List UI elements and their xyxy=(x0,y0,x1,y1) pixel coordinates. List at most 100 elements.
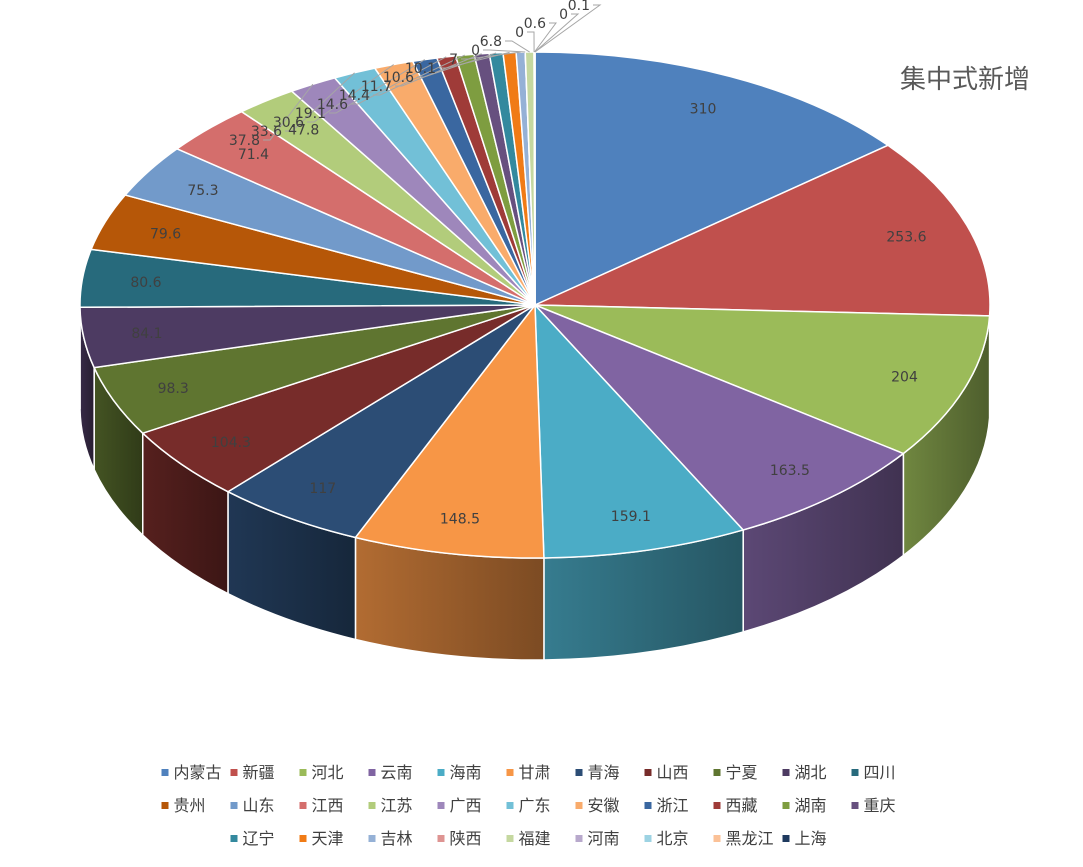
legend-item-17[interactable]: 安徽 xyxy=(575,796,620,815)
legend-label-21: 重庆 xyxy=(864,796,896,815)
legend-item-8[interactable]: 宁夏 xyxy=(713,763,758,782)
legend-item-11[interactable]: 贵州 xyxy=(161,796,206,815)
legend-swatch-24 xyxy=(368,835,376,842)
data-label-12: 75.3 xyxy=(187,183,218,199)
leader-line-24 xyxy=(461,51,521,60)
leader-line-27 xyxy=(527,31,535,53)
legend-swatch-25 xyxy=(437,835,445,842)
legend-item-20[interactable]: 湖南 xyxy=(782,796,827,815)
legend-item-14[interactable]: 江苏 xyxy=(368,796,413,815)
legend-label-28: 北京 xyxy=(657,829,689,848)
legend-item-12[interactable]: 山东 xyxy=(230,796,275,815)
legend-item-29[interactable]: 黑龙江 xyxy=(713,829,774,848)
legend-item-22[interactable]: 辽宁 xyxy=(230,829,275,848)
data-label-6: 117 xyxy=(309,481,336,497)
data-label-15: 37.8 xyxy=(229,133,260,149)
legend-item-28[interactable]: 北京 xyxy=(644,829,689,848)
data-label-21: 11.7 xyxy=(361,79,392,95)
legend-item-23[interactable]: 天津 xyxy=(299,829,344,848)
data-label-3: 163.5 xyxy=(770,463,810,479)
legend-swatch-26 xyxy=(506,835,514,842)
legend-item-18[interactable]: 浙江 xyxy=(644,796,689,815)
legend-swatch-9 xyxy=(782,769,790,776)
legend-label-29: 黑龙江 xyxy=(726,829,774,848)
legend-item-21[interactable]: 重庆 xyxy=(851,796,896,815)
legend-label-13: 江西 xyxy=(312,796,344,815)
pie-slices xyxy=(79,51,991,559)
legend-label-30: 上海 xyxy=(795,829,827,848)
legend-item-24[interactable]: 吉林 xyxy=(368,829,413,848)
legend-item-30[interactable]: 上海 xyxy=(782,829,827,848)
data-label-9: 84.1 xyxy=(131,326,162,342)
legend-swatch-14 xyxy=(368,802,376,809)
legend-swatch-27 xyxy=(575,835,583,842)
legend-swatch-22 xyxy=(230,835,238,842)
pie-slice-6[interactable] xyxy=(227,304,536,539)
leader-line-26 xyxy=(505,40,530,53)
data-label-26: 6.8 xyxy=(480,34,502,50)
legend-swatch-18 xyxy=(644,802,652,809)
leader-line-29 xyxy=(534,13,580,53)
leader-line-21 xyxy=(395,53,482,87)
data-label-23: 10.1 xyxy=(405,61,436,77)
legend-swatch-23 xyxy=(299,835,307,842)
legend-label-20: 湖南 xyxy=(795,796,827,815)
pie-slice-0[interactable] xyxy=(534,51,889,306)
legend-item-13[interactable]: 江西 xyxy=(299,796,344,815)
data-label-4: 159.1 xyxy=(611,509,651,525)
legend-swatch-1 xyxy=(230,769,238,776)
data-label-18: 19.1 xyxy=(295,106,326,122)
leader-line-22 xyxy=(417,52,497,78)
legend-swatch-30 xyxy=(782,835,790,842)
legend-item-15[interactable]: 广西 xyxy=(437,796,482,815)
pie-slice-1[interactable] xyxy=(534,144,991,317)
legend-swatch-17 xyxy=(575,802,583,809)
legend-label-26: 福建 xyxy=(519,829,551,848)
legend-item-10[interactable]: 四川 xyxy=(851,763,896,782)
legend-item-26[interactable]: 福建 xyxy=(506,829,551,848)
legend-item-25[interactable]: 陕西 xyxy=(437,829,482,848)
data-label-10: 80.6 xyxy=(130,275,161,291)
data-label-8: 98.3 xyxy=(158,381,189,397)
legend-label-5: 甘肃 xyxy=(519,763,551,782)
legend-label-18: 浙江 xyxy=(657,796,689,815)
legend-label-7: 山西 xyxy=(657,763,689,782)
legend-item-4[interactable]: 海南 xyxy=(437,763,482,782)
pie-slice-5[interactable] xyxy=(354,304,545,559)
legend-item-1[interactable]: 新疆 xyxy=(230,763,275,782)
pie-slice-4[interactable] xyxy=(534,304,744,559)
data-label-19: 14.6 xyxy=(317,97,348,113)
legend-label-9: 湖北 xyxy=(795,763,827,782)
legend-item-9[interactable]: 湖北 xyxy=(782,763,827,782)
legend-item-19[interactable]: 西藏 xyxy=(713,796,758,815)
legend-item-7[interactable]: 山西 xyxy=(644,763,689,782)
pie-slice-3[interactable] xyxy=(534,304,905,531)
legend-label-23: 天津 xyxy=(312,829,344,848)
legend-swatch-20 xyxy=(782,802,790,809)
legend-item-5[interactable]: 甘肃 xyxy=(506,763,551,782)
legend-item-16[interactable]: 广东 xyxy=(506,796,551,815)
data-label-7: 104.3 xyxy=(211,435,251,451)
legend-label-11: 贵州 xyxy=(174,796,206,815)
legend-label-24: 吉林 xyxy=(381,829,413,848)
data-label-30: 0.1 xyxy=(568,0,590,14)
legend-swatch-5 xyxy=(506,769,514,776)
legend-item-6[interactable]: 青海 xyxy=(575,763,620,782)
legend-swatch-13 xyxy=(299,802,307,809)
legend-swatch-19 xyxy=(713,802,721,809)
leader-line-25 xyxy=(483,49,526,53)
legend-item-3[interactable]: 云南 xyxy=(368,763,413,782)
legend-label-15: 广西 xyxy=(450,796,482,815)
legend-label-1: 新疆 xyxy=(243,763,275,782)
leader-line-30 xyxy=(534,4,602,53)
legend-label-25: 陕西 xyxy=(450,829,482,848)
legend-item-2[interactable]: 河北 xyxy=(299,763,344,782)
legend-label-14: 江苏 xyxy=(381,796,413,815)
legend-swatch-4 xyxy=(437,769,445,776)
pie-slice-2[interactable] xyxy=(534,304,991,455)
leader-line-19 xyxy=(351,56,447,105)
legend-item-0[interactable]: 内蒙古 xyxy=(161,763,222,782)
legend-item-27[interactable]: 河南 xyxy=(575,829,620,848)
